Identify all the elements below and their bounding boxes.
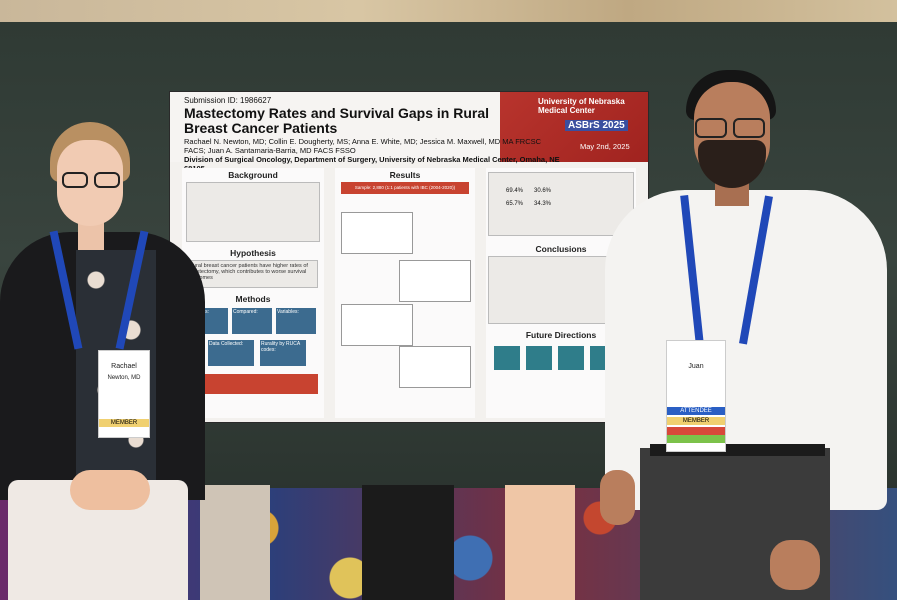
poster-title: Mastectomy Rates and Survival Gaps in Ru… [184, 105, 489, 136]
glasses [733, 118, 765, 138]
glasses [94, 172, 120, 188]
submission-id: Submission ID: 1986627 [184, 96, 272, 105]
badge-name: Juan [688, 363, 704, 370]
future-box [526, 346, 552, 370]
stat-value: 65.7% [506, 201, 524, 207]
badge-ribbon: MEMBER [99, 419, 149, 427]
badge-stripe [667, 435, 725, 443]
background-person-legs [505, 485, 575, 600]
methods-box: Rurality by RUCA codes: [260, 340, 306, 366]
results-banner: Sample: 2,880 (1:1 patients with IBC (20… [341, 182, 469, 194]
stat-value: 34.3% [534, 201, 552, 207]
badge-stripe [667, 427, 725, 435]
badge-name: Rachael [111, 363, 137, 370]
methods-box: Compared: [232, 308, 272, 334]
future-box [494, 346, 520, 370]
stat-value: 69.4% [506, 188, 524, 194]
author-list: Rachael N. Newton, MD; Collin E. Dougher… [184, 137, 542, 155]
badge-role: ATTENDEE [667, 407, 725, 415]
survival-curve-plot [341, 212, 413, 254]
glasses [62, 172, 88, 188]
section-heading: Methods [235, 294, 271, 304]
man-hand [600, 470, 635, 525]
section-heading: Conclusions [535, 244, 587, 254]
poster-date: May 2nd, 2025 [580, 142, 630, 151]
section-heading: Hypothesis [230, 248, 276, 258]
section-heading: Results [389, 170, 421, 180]
badge-detail: Newton, MD [107, 375, 141, 381]
future-box [558, 346, 584, 370]
survival-curve-plot [399, 346, 471, 388]
name-badge: Rachael Newton, MD MEMBER [98, 350, 150, 438]
man-hand [770, 540, 820, 590]
stat-value: 30.6% [534, 188, 552, 194]
background-person-legs [200, 485, 270, 600]
survival-curve-plot [399, 260, 471, 302]
section-heading: Future Directions [525, 330, 597, 340]
conference-logo: ASBrS 2025 [565, 120, 628, 131]
woman-face [57, 140, 123, 226]
results-column: Results Sample: 2,880 (1:1 patients with… [335, 168, 475, 418]
background-person-legs [362, 485, 454, 600]
name-badge: Juan ATTENDEE MEMBER [666, 340, 726, 452]
research-poster: Submission ID: 1986627 Mastectomy Rates … [170, 92, 648, 422]
survival-curve-plot [341, 304, 413, 346]
methods-box: Data Collected: [208, 340, 254, 366]
hypothesis-body: Rural breast cancer patients have higher… [186, 260, 318, 288]
methods-footer-bar [186, 374, 318, 394]
badge-ribbon: MEMBER [667, 417, 725, 425]
methods-box: Variables: [276, 308, 316, 334]
left-column: Background Hypothesis Rural breast cance… [182, 168, 324, 418]
glasses [695, 118, 727, 138]
woman-hands [70, 470, 150, 510]
background-body [186, 182, 320, 242]
section-heading: Background [228, 170, 278, 180]
institution-logo-text: University of Nebraska Medical Center [538, 97, 625, 115]
results-table [488, 172, 634, 236]
